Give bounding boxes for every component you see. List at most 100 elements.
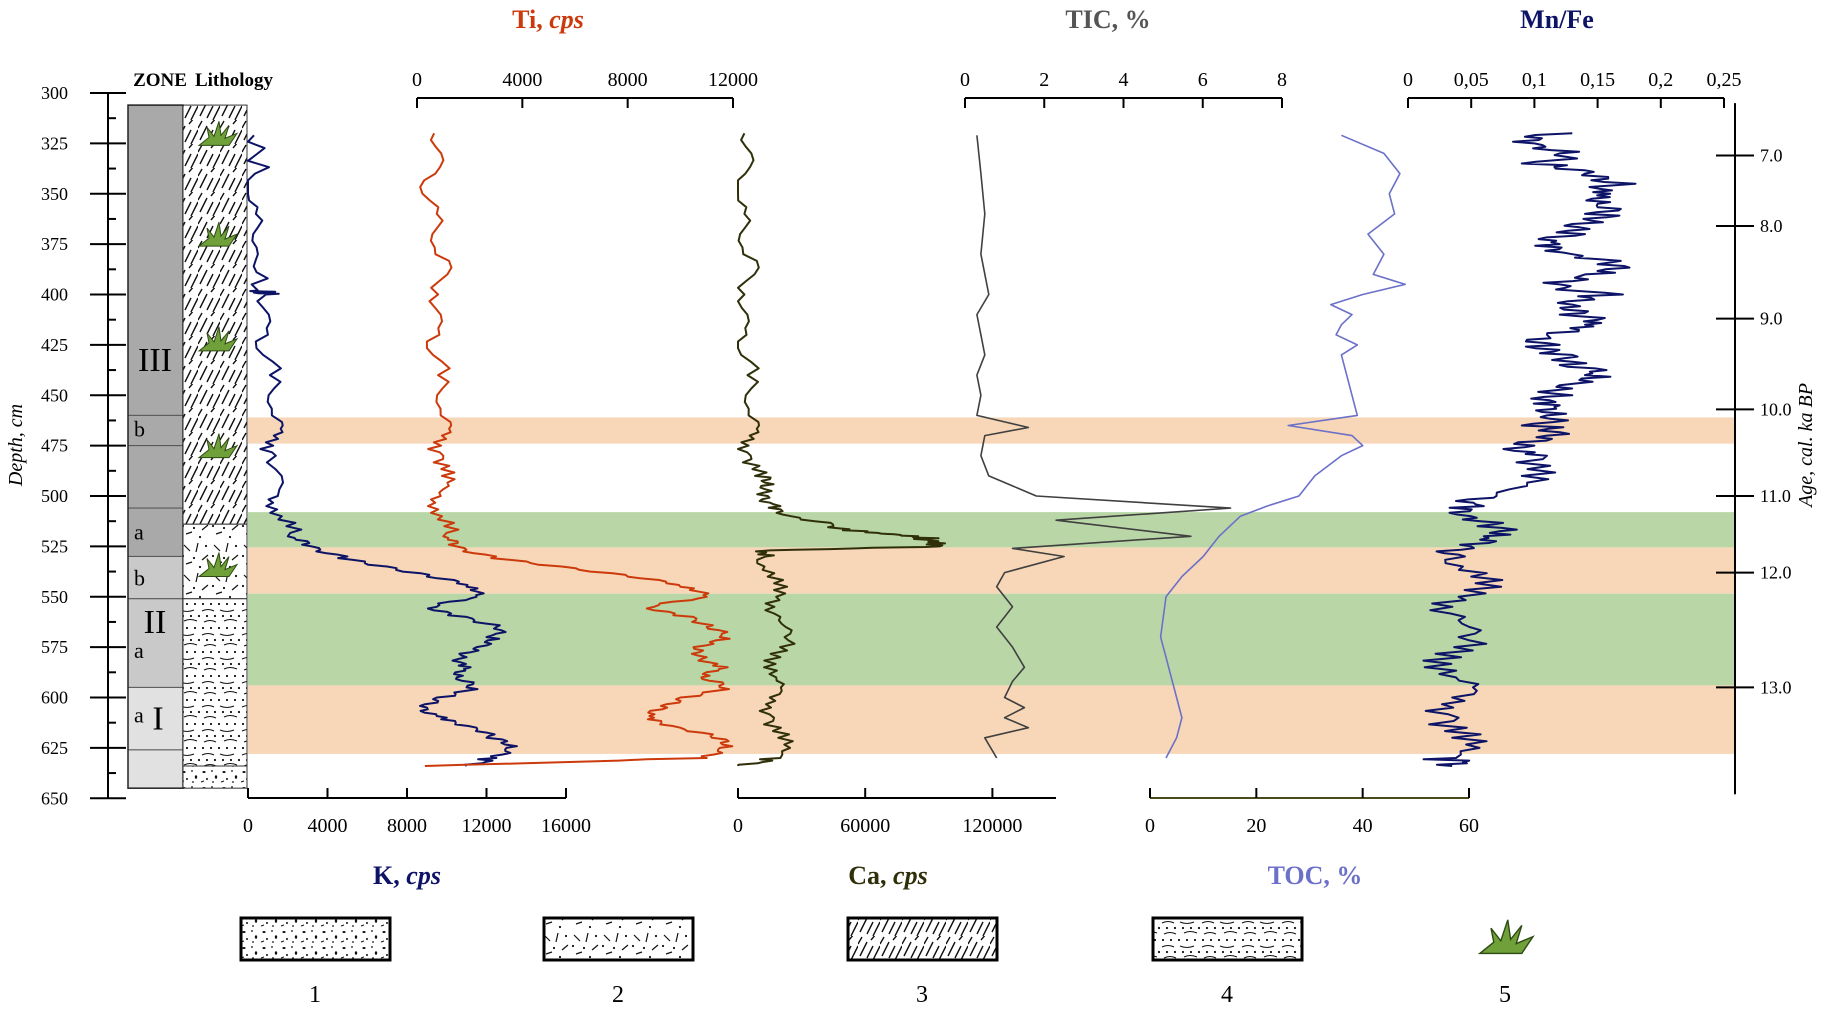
series-unit: cps <box>406 861 441 890</box>
lithology-unit <box>182 523 248 600</box>
legend: 1 2 3 4 5 <box>239 916 1534 1008</box>
climate-band <box>248 685 1735 754</box>
zone-label: II <box>144 604 167 641</box>
depth-tick-label: 400 <box>41 285 68 305</box>
x-tick-label: 8 <box>1277 69 1287 91</box>
x-tick-label: 0,1 <box>1522 69 1547 91</box>
legend-item: 1 <box>239 916 392 1008</box>
x-tick-label: 8000 <box>608 69 648 91</box>
subzone-label: a <box>134 638 144 663</box>
series-line-ca <box>737 132 946 767</box>
depth-tick-label: 500 <box>41 486 68 506</box>
plant-remains-icon <box>1479 919 1534 955</box>
series-lines <box>247 132 1637 767</box>
age-tick-label: 8.0 <box>1760 216 1783 236</box>
climate-bands <box>248 417 1735 754</box>
age-tick-label: 9.0 <box>1760 309 1783 329</box>
depth-tick-label: 350 <box>41 184 68 204</box>
x-tick-label: 120000 <box>962 815 1022 837</box>
depth-tick-label: 375 <box>41 234 68 254</box>
subzone-label: a <box>134 703 144 728</box>
series-unit: cps <box>893 861 928 890</box>
depth-tick-label: 450 <box>41 385 68 405</box>
legend-item: 5 <box>1479 919 1534 1008</box>
climate-band <box>248 512 1735 548</box>
legend-number: 4 <box>1221 982 1233 1008</box>
legend-number: 2 <box>612 982 624 1008</box>
x-tick-label: 0 <box>412 69 422 91</box>
age-tick-label: 10.0 <box>1760 399 1792 419</box>
x-tick-label: 60000 <box>840 815 890 837</box>
climate-band <box>248 417 1735 444</box>
series-axis-title: TOC, % <box>1268 861 1363 890</box>
depth-tick-label: 475 <box>41 436 68 456</box>
x-tick-label: 12000 <box>462 815 512 837</box>
depth-tick-label: 300 <box>41 83 68 103</box>
age-tick-label: 11.0 <box>1760 486 1791 506</box>
zone-block <box>127 555 184 600</box>
age-tick-label: 13.0 <box>1760 677 1792 697</box>
x-tick-label: 0,2 <box>1648 69 1673 91</box>
lithology-unit <box>182 104 248 525</box>
subzone-label: a <box>134 519 144 544</box>
series-axis-title: Mn/Fe <box>1520 5 1594 34</box>
lithology-header: Lithology <box>195 70 274 91</box>
series-line-ti <box>419 132 734 767</box>
climate-band <box>248 593 1735 686</box>
zone-block <box>127 598 184 688</box>
zone-label: III <box>138 342 172 379</box>
x-tick-label: 2 <box>1039 69 1049 91</box>
legend-item: 3 <box>846 916 999 1008</box>
x-tick-label: 4000 <box>502 69 542 91</box>
lithology-unit <box>182 765 248 789</box>
lithology-unit <box>182 598 248 767</box>
depth-tick-label: 550 <box>41 587 68 607</box>
age-tick-label: 7.0 <box>1760 145 1783 165</box>
legend-number: 1 <box>309 982 321 1008</box>
subzone-label: b <box>134 566 145 591</box>
series-line-k <box>247 134 518 767</box>
series-axis-title: TIC, % <box>1065 5 1150 34</box>
x-tick-label: 0 <box>1403 69 1413 91</box>
age-tick-label: 12.0 <box>1760 563 1792 583</box>
series-axis-title: K, cps <box>373 861 441 890</box>
legend-swatch-peat-hatching <box>846 916 999 962</box>
depth-tick-label: 525 <box>41 536 68 556</box>
x-tick-label: 4000 <box>308 815 348 837</box>
series-line-mn-fe <box>1422 132 1637 767</box>
climate-band <box>248 547 1735 594</box>
legend-number: 3 <box>916 982 928 1008</box>
x-tick-label: 0 <box>243 815 253 837</box>
x-tick-label: 12000 <box>708 69 758 91</box>
legend-swatch-silty-sand-laminated <box>1151 916 1304 962</box>
x-tick-label: 0,15 <box>1580 69 1615 91</box>
zone-header: ZONE <box>133 70 187 91</box>
zone-block <box>127 749 184 789</box>
axes: 3003253503754004254504755005255505756006… <box>41 5 1792 890</box>
zone-label: I <box>152 701 163 738</box>
x-tick-label: 60 <box>1459 815 1479 837</box>
series-axis-title: Ca, cps <box>848 861 927 890</box>
x-tick-label: 8000 <box>387 815 427 837</box>
legend-item: 2 <box>542 916 695 1008</box>
depth-tick-label: 575 <box>41 637 68 657</box>
x-tick-label: 16000 <box>541 815 591 837</box>
x-tick-label: 0,25 <box>1707 69 1742 91</box>
depth-tick-label: 600 <box>41 688 68 708</box>
series-line-toc <box>1159 134 1406 759</box>
depth-tick-label: 325 <box>41 133 68 153</box>
zone-block <box>127 686 184 751</box>
legend-number: 5 <box>1499 982 1511 1008</box>
depth-tick-label: 650 <box>41 788 68 808</box>
depth-tick-label: 425 <box>41 335 68 355</box>
x-tick-label: 40 <box>1353 815 1373 837</box>
depth-axis-label: Depth, cm <box>5 404 27 487</box>
age-axis-label: Age, cal. ka BP <box>1795 383 1817 509</box>
lithology-column <box>182 104 248 789</box>
depth-tick-label: 625 <box>41 738 68 758</box>
x-tick-label: 20 <box>1246 815 1266 837</box>
x-tick-label: 0 <box>733 815 743 837</box>
legend-swatch-pebbly-sand <box>239 916 392 962</box>
